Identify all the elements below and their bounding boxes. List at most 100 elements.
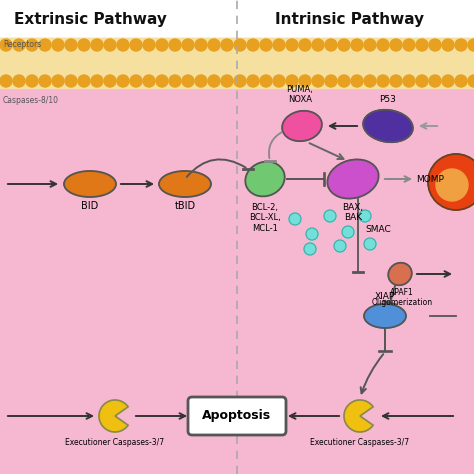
Circle shape: [78, 39, 90, 51]
Circle shape: [234, 75, 246, 87]
Circle shape: [325, 39, 337, 51]
Text: XIAP: XIAP: [375, 292, 395, 301]
Circle shape: [390, 39, 402, 51]
Text: Caspases-8/10: Caspases-8/10: [3, 96, 59, 105]
Wedge shape: [344, 400, 373, 432]
Circle shape: [403, 39, 415, 51]
Circle shape: [0, 75, 12, 87]
Ellipse shape: [64, 171, 116, 197]
Text: Intrinsic Pathway: Intrinsic Pathway: [275, 11, 425, 27]
Circle shape: [342, 226, 354, 238]
Text: Executioner Caspases-3/7: Executioner Caspases-3/7: [310, 438, 410, 447]
Circle shape: [403, 75, 415, 87]
Circle shape: [208, 75, 220, 87]
Circle shape: [338, 39, 350, 51]
Ellipse shape: [328, 159, 379, 199]
Circle shape: [429, 39, 441, 51]
Wedge shape: [99, 400, 128, 432]
Circle shape: [324, 210, 336, 222]
Circle shape: [273, 39, 285, 51]
Text: BCL-2,
BCL-XL,
MCL-1: BCL-2, BCL-XL, MCL-1: [249, 203, 281, 233]
Circle shape: [273, 75, 285, 87]
Circle shape: [247, 75, 259, 87]
Circle shape: [65, 75, 77, 87]
Circle shape: [130, 39, 142, 51]
Circle shape: [117, 75, 129, 87]
Circle shape: [416, 75, 428, 87]
Circle shape: [334, 240, 346, 252]
Text: MOMP: MOMP: [416, 174, 444, 183]
Circle shape: [468, 39, 474, 51]
Circle shape: [221, 75, 233, 87]
Circle shape: [221, 39, 233, 51]
Circle shape: [364, 39, 376, 51]
Text: BID: BID: [82, 201, 99, 211]
Circle shape: [117, 39, 129, 51]
Ellipse shape: [282, 111, 322, 141]
Circle shape: [390, 75, 402, 87]
Text: Extrinsic Pathway: Extrinsic Pathway: [14, 11, 166, 27]
Circle shape: [169, 75, 181, 87]
Circle shape: [208, 39, 220, 51]
Circle shape: [325, 75, 337, 87]
Circle shape: [338, 75, 350, 87]
Ellipse shape: [388, 263, 412, 285]
Circle shape: [0, 39, 12, 51]
Circle shape: [52, 75, 64, 87]
Circle shape: [182, 75, 194, 87]
Text: tBID: tBID: [174, 201, 196, 211]
Circle shape: [143, 39, 155, 51]
Circle shape: [429, 75, 441, 87]
Text: P53: P53: [380, 95, 396, 104]
Ellipse shape: [246, 162, 285, 196]
Text: BAX,
BAK: BAX, BAK: [342, 203, 364, 222]
Circle shape: [130, 75, 142, 87]
Circle shape: [455, 39, 467, 51]
Text: Receptors: Receptors: [3, 40, 41, 49]
Circle shape: [26, 39, 38, 51]
FancyBboxPatch shape: [188, 397, 286, 435]
Circle shape: [351, 39, 363, 51]
Circle shape: [306, 228, 318, 240]
Circle shape: [299, 39, 311, 51]
Circle shape: [182, 39, 194, 51]
Circle shape: [143, 75, 155, 87]
Circle shape: [104, 75, 116, 87]
Ellipse shape: [364, 304, 406, 328]
Circle shape: [91, 75, 103, 87]
Text: Executioner Caspases-3/7: Executioner Caspases-3/7: [65, 438, 164, 447]
Circle shape: [13, 75, 25, 87]
Circle shape: [234, 39, 246, 51]
Ellipse shape: [159, 171, 211, 197]
Circle shape: [156, 75, 168, 87]
Ellipse shape: [363, 110, 413, 142]
Circle shape: [39, 75, 51, 87]
Text: APAF1
Oligomerization: APAF1 Oligomerization: [372, 288, 433, 308]
Circle shape: [416, 39, 428, 51]
Circle shape: [442, 39, 454, 51]
Text: Apoptosis: Apoptosis: [202, 410, 272, 422]
Circle shape: [169, 39, 181, 51]
Circle shape: [260, 75, 272, 87]
Circle shape: [351, 75, 363, 87]
Bar: [0, 38, 474, 88]
Circle shape: [377, 75, 389, 87]
Circle shape: [428, 154, 474, 210]
Circle shape: [65, 39, 77, 51]
Circle shape: [299, 75, 311, 87]
Circle shape: [304, 243, 316, 255]
Circle shape: [436, 169, 468, 201]
Circle shape: [364, 75, 376, 87]
Circle shape: [13, 39, 25, 51]
Circle shape: [312, 75, 324, 87]
Bar: [0, 0, 474, 38]
Circle shape: [286, 39, 298, 51]
Circle shape: [364, 238, 376, 250]
Circle shape: [260, 39, 272, 51]
Circle shape: [26, 75, 38, 87]
Circle shape: [247, 39, 259, 51]
Text: PUMA,
NOXA: PUMA, NOXA: [287, 84, 313, 104]
Circle shape: [377, 39, 389, 51]
Circle shape: [195, 39, 207, 51]
Circle shape: [289, 213, 301, 225]
